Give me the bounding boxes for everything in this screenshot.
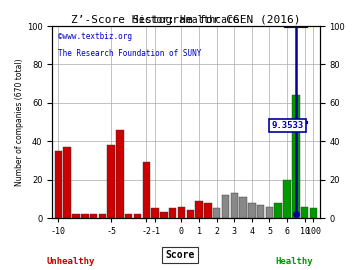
Bar xyxy=(222,195,229,218)
Bar xyxy=(301,207,308,218)
Bar xyxy=(248,203,256,218)
Bar xyxy=(55,151,62,218)
Y-axis label: Number of companies (670 total): Number of companies (670 total) xyxy=(15,58,24,186)
Bar xyxy=(274,203,282,218)
Bar xyxy=(178,207,185,218)
Bar xyxy=(213,208,220,218)
Bar xyxy=(116,130,124,218)
Text: Score: Score xyxy=(165,250,195,260)
Bar xyxy=(143,162,150,218)
Bar xyxy=(195,201,203,218)
Text: Unhealthy: Unhealthy xyxy=(47,257,95,266)
Bar xyxy=(204,203,212,218)
Text: Healthy: Healthy xyxy=(275,257,313,266)
Bar xyxy=(107,145,115,218)
Bar xyxy=(266,207,273,218)
Bar xyxy=(90,214,97,218)
Bar xyxy=(72,214,80,218)
Bar xyxy=(125,214,132,218)
Bar xyxy=(134,214,141,218)
Bar xyxy=(81,214,89,218)
Bar xyxy=(257,205,264,218)
Bar xyxy=(169,208,176,218)
Bar xyxy=(230,193,238,218)
Text: ©www.textbiz.org: ©www.textbiz.org xyxy=(58,32,132,41)
Bar xyxy=(99,214,106,218)
Bar xyxy=(63,147,71,218)
Bar xyxy=(160,212,168,218)
Bar xyxy=(310,208,317,218)
Text: Sector: Healthcare: Sector: Healthcare xyxy=(133,15,239,25)
Bar xyxy=(186,210,194,218)
Bar xyxy=(283,180,291,218)
Bar xyxy=(292,95,300,218)
Bar xyxy=(239,197,247,218)
Text: 9.3533: 9.3533 xyxy=(271,121,303,130)
Text: The Research Foundation of SUNY: The Research Foundation of SUNY xyxy=(58,49,201,58)
Title: Z’-Score Histogram for CGEN (2016): Z’-Score Histogram for CGEN (2016) xyxy=(71,15,301,25)
Bar xyxy=(152,208,159,218)
